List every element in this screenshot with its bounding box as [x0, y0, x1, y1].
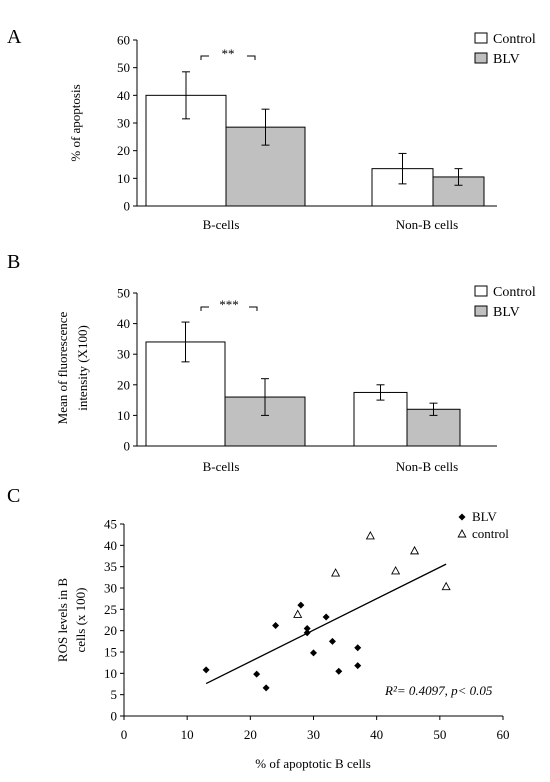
legend-marker	[458, 513, 466, 521]
y-tick-label: 60	[117, 33, 130, 48]
legend-swatch	[474, 32, 488, 44]
trend-line	[205, 563, 447, 685]
legend-swatch	[474, 305, 488, 317]
y-tick-label: 20	[117, 143, 130, 158]
point-control	[293, 609, 303, 618]
legend-swatch	[474, 285, 488, 297]
y-tick-label: 50	[117, 286, 130, 301]
point-blv	[335, 667, 343, 675]
legend-swatch	[474, 52, 488, 64]
y-tick-label: 30	[117, 116, 130, 131]
point-control	[391, 565, 401, 575]
x-tick-label: 60	[497, 727, 510, 742]
point-blv	[328, 637, 336, 645]
bar-panel-B: B 0 10 20 30 40 50 Mean of fluorescence intensit…	[7, 251, 536, 474]
legend-label: Control	[493, 285, 536, 300]
y-tick-label: 50	[117, 60, 130, 75]
legend-label: BLV	[493, 305, 520, 320]
bar-control	[353, 391, 408, 447]
x-tick-label: 0	[121, 727, 128, 742]
significance-marker: **	[222, 46, 235, 61]
category-label: B-cells	[203, 217, 240, 232]
point-control	[441, 581, 451, 591]
point-blv	[354, 644, 362, 652]
category-label: Non-B cells	[396, 459, 458, 474]
y-tick-label: 10	[117, 171, 130, 186]
legend-label: BLV	[472, 509, 497, 524]
point-blv	[322, 613, 330, 621]
point-control	[331, 568, 341, 577]
x-tick-label: 40	[370, 727, 383, 742]
y-tick-label: 40	[117, 88, 130, 103]
y-tick-label: 15	[104, 645, 117, 660]
y-tick-label: 0	[124, 439, 131, 454]
point-blv	[253, 670, 261, 678]
x-tick-label: 50	[433, 727, 446, 742]
y-tick-label: 10	[117, 408, 130, 423]
point-blv	[303, 625, 311, 633]
panel-label: C	[7, 485, 20, 507]
x-tick-label: 10	[181, 727, 194, 742]
y-axis-label-line2: cells (x 100)	[73, 588, 88, 653]
point-blv	[297, 601, 305, 609]
y-tick-label: 0	[124, 199, 131, 214]
point-blv	[354, 662, 362, 670]
category-label: B-cells	[203, 459, 240, 474]
y-tick-label: 10	[104, 666, 117, 681]
significance-bracket	[200, 306, 258, 311]
x-tick-label: 30	[307, 727, 320, 742]
stats-annotation: R²= 0.4097, p< 0.05	[384, 683, 493, 698]
significance-bracket	[200, 55, 256, 60]
category-label: Non-B cells	[396, 217, 458, 232]
y-axis-label-line1: Mean of fluorescence	[55, 311, 70, 424]
x-axis-label: % of apoptotic B cells	[255, 756, 371, 771]
legend-label: BLV	[493, 52, 520, 67]
point-control	[365, 531, 375, 540]
y-tick-label: 45	[104, 517, 117, 532]
significance-marker: ***	[219, 297, 239, 312]
y-tick-label: 20	[117, 377, 130, 392]
y-tick-label: 35	[104, 559, 117, 574]
panel-label: B	[7, 251, 20, 273]
y-axis-label-line2: intensity (X100)	[75, 325, 90, 411]
panel-label: A	[7, 26, 22, 48]
legend-marker	[457, 529, 467, 538]
point-blv	[202, 666, 210, 674]
point-blv	[303, 629, 311, 637]
x-tick-label: 20	[244, 727, 257, 742]
scatter-panel-C: C 0 5 10 15 20 25 30 35 40 45 0 10 20 30 40 50 60 ROS leve…	[7, 485, 510, 771]
y-tick-label: 25	[104, 602, 117, 617]
y-tick-label: 40	[117, 316, 130, 331]
point-blv	[272, 622, 280, 630]
legend-label: control	[472, 526, 509, 541]
legend-label: Control	[493, 32, 536, 47]
y-axis-label-line1: ROS levels in B	[55, 578, 70, 662]
point-blv	[262, 684, 270, 692]
bar-panel-A: A 0 10 20 30 40 50 60 % of apoptosis B-cells Non-B…	[7, 26, 536, 232]
y-tick-label: 30	[117, 347, 130, 362]
point-blv	[310, 649, 317, 657]
y-tick-label: 30	[104, 581, 117, 596]
y-tick-label: 20	[104, 623, 117, 638]
point-control	[410, 545, 420, 555]
y-tick-label: 5	[111, 687, 118, 702]
y-tick-label: 0	[111, 709, 118, 724]
y-axis-label: % of apoptosis	[68, 84, 83, 161]
y-tick-label: 40	[104, 538, 117, 553]
